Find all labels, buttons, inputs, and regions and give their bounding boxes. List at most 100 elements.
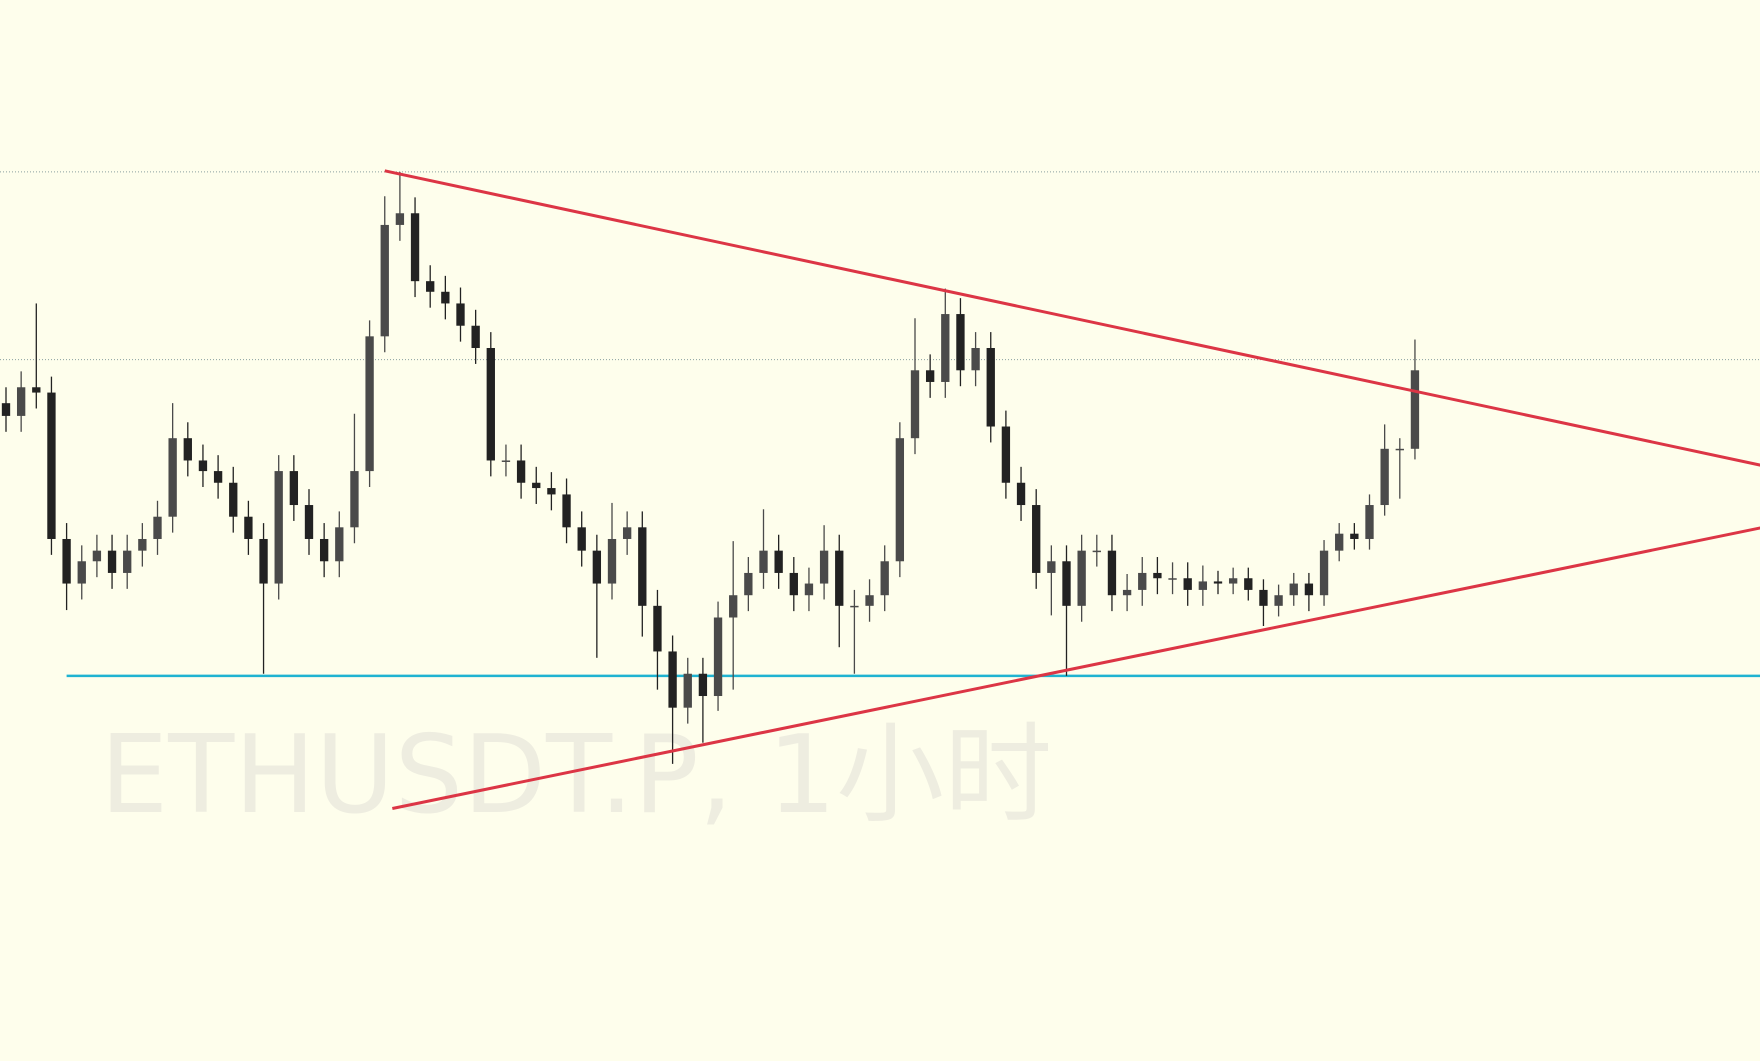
candle-body <box>729 595 738 618</box>
candle-body <box>107 550 117 573</box>
candle-body <box>850 605 859 608</box>
candle-body <box>123 550 132 573</box>
candle-body <box>865 595 874 606</box>
candle-body <box>789 572 798 596</box>
candle-body <box>1304 583 1314 596</box>
candle-body <box>1183 578 1192 590</box>
candle-body <box>259 538 268 584</box>
candle-body <box>1274 595 1283 606</box>
candle-body <box>653 605 662 652</box>
candle-body <box>1 403 11 416</box>
candle-body <box>1138 572 1147 590</box>
watermark: ETHUSDT.P, 1小时 <box>100 713 1052 838</box>
candle-body <box>426 281 435 292</box>
candle-body <box>1168 578 1177 580</box>
candle-body <box>1153 572 1162 579</box>
candle-body <box>668 651 677 708</box>
candle-body <box>971 348 980 371</box>
candle-body <box>32 387 41 393</box>
candle-body <box>486 348 495 461</box>
candle-body <box>759 550 768 573</box>
candle-body <box>986 348 995 427</box>
candle-body <box>92 550 102 562</box>
candle-body <box>956 314 965 371</box>
candle-body <box>895 438 905 562</box>
candle-body <box>62 538 71 584</box>
candle-body <box>1319 550 1329 596</box>
candle-body <box>198 460 208 472</box>
candle-body <box>941 314 950 382</box>
candle-body <box>1198 581 1208 590</box>
candle-body <box>698 673 708 697</box>
candle-body <box>683 673 692 708</box>
candle-body <box>622 527 632 539</box>
candle-body <box>910 370 920 439</box>
candle-body <box>289 471 299 506</box>
candle-body <box>304 505 314 539</box>
candle-body <box>350 471 359 528</box>
candle-body <box>562 494 571 528</box>
candle-body <box>1047 561 1056 573</box>
trendline <box>392 526 1760 810</box>
candle-body <box>880 561 889 596</box>
candle-body <box>532 482 541 489</box>
candle-body <box>1410 370 1420 449</box>
candle-body <box>607 538 617 584</box>
candle-body <box>77 561 86 584</box>
candle-body <box>1062 561 1071 606</box>
candle-body <box>1001 426 1011 483</box>
candle-body <box>547 488 556 495</box>
candle-body <box>713 617 723 697</box>
candle-body <box>835 550 844 606</box>
candle-body <box>1107 550 1117 596</box>
candle-body <box>183 438 192 461</box>
candle-body <box>1213 581 1223 584</box>
candle-body <box>774 550 783 573</box>
candle-body <box>1092 550 1101 553</box>
candle-body <box>365 336 374 472</box>
candle-body <box>441 291 450 304</box>
candle-body <box>1365 505 1374 539</box>
candle-body <box>16 387 26 416</box>
candle-body <box>1122 589 1132 596</box>
candle-body <box>153 516 162 539</box>
candle-body <box>577 527 586 551</box>
candle-body <box>456 303 465 326</box>
candle-body <box>244 516 253 539</box>
candle-body <box>319 538 329 562</box>
candle-body <box>819 550 829 584</box>
candle-body <box>592 550 602 584</box>
candle-body <box>380 224 389 337</box>
candle-body <box>804 583 814 596</box>
candle-body <box>213 471 223 483</box>
candle-body <box>1016 482 1026 506</box>
candle-body <box>744 572 753 596</box>
candle-body <box>1077 550 1086 606</box>
candle-body <box>1244 578 1253 590</box>
candle-body <box>1228 578 1238 584</box>
candle-body <box>168 438 177 517</box>
candle-body <box>471 325 480 349</box>
candle-body <box>1350 533 1359 539</box>
candle-body <box>1289 583 1298 596</box>
candle-body <box>395 213 405 225</box>
candle-body <box>516 460 526 483</box>
candle-body <box>1032 505 1041 573</box>
candle-body <box>501 460 511 462</box>
candle-body <box>925 370 935 382</box>
candle-body <box>638 527 647 606</box>
candle-body <box>1335 533 1344 551</box>
candle-body <box>1259 589 1268 606</box>
candle-body <box>47 392 56 539</box>
candle-body <box>138 538 147 551</box>
candle-body <box>274 471 283 584</box>
candle-body <box>1395 448 1404 451</box>
candle-body <box>335 527 344 562</box>
candle-body <box>410 213 420 282</box>
candle-body <box>1380 448 1389 506</box>
trendline <box>384 169 1760 467</box>
candle-body <box>229 482 238 517</box>
